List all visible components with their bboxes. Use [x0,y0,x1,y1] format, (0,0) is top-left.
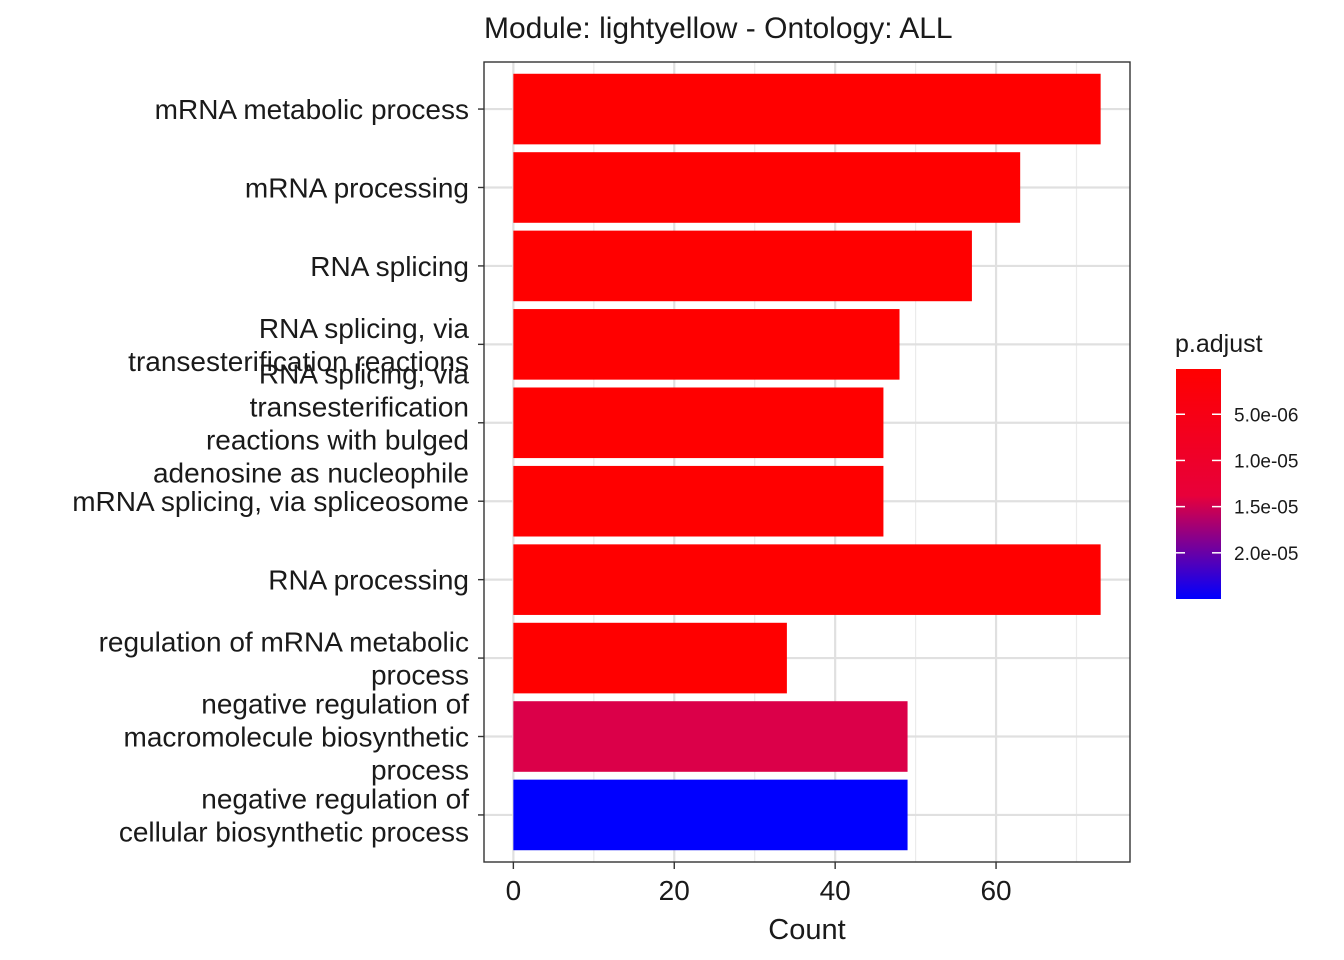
x-tick-label: 40 [820,875,851,906]
y-tick-label: negative regulation of macromolecule bios… [124,689,470,786]
legend-tick-label: 1.0e-05 [1234,451,1298,472]
legend-tick-label: 5.0e-06 [1234,405,1298,426]
x-tick-label: 0 [506,875,522,906]
bar [513,779,908,851]
y-tick-label: mRNA splicing, via spliceosome [72,486,469,517]
legend-tick-label: 1.5e-05 [1234,498,1298,519]
x-axis-label: Count [768,914,845,946]
bar [513,465,884,537]
chart-title: Module: lightyellow - Ontology: ALL [484,12,953,45]
bar [513,152,1021,223]
x-tick-label: 60 [980,875,1011,906]
y-tick-label: negative regulation of cellular biosynthe… [119,783,469,847]
bar [513,73,1101,145]
legend-colorbar [1176,369,1221,599]
plot-border [483,61,1131,863]
bar [513,544,1101,615]
y-tick-label: mRNA metabolic process [155,94,469,125]
bar [513,309,900,380]
x-axis: 0 20 40 60 [506,862,1012,906]
y-tick-label: regulation of mRNA metabolic process [99,627,469,691]
bars [513,73,1101,851]
y-tick-label: mRNA processing [245,172,469,203]
y-axis: mRNA metabolic process mRNA processing RNA… [72,94,484,847]
y-tick-label: RNA splicing, via transesterification rea… [128,313,469,377]
x-tick-label: 20 [659,875,690,906]
y-tick-label: RNA splicing [310,251,469,282]
bar [513,701,908,772]
legend: p.adjust 5.0e-06 1.0e-05 1.5e-05 2.0e-05 [1175,330,1298,599]
y-tick-label: RNA splicing, via transesterification reac… [153,358,469,488]
bar [513,622,787,694]
bar [513,387,884,459]
y-tick-label: RNA processing [268,565,469,596]
bar [513,230,972,302]
legend-title: p.adjust [1175,330,1263,358]
legend-ticks: 5.0e-06 1.0e-05 1.5e-05 2.0e-05 [1176,405,1298,565]
legend-tick-label: 2.0e-05 [1234,544,1298,565]
